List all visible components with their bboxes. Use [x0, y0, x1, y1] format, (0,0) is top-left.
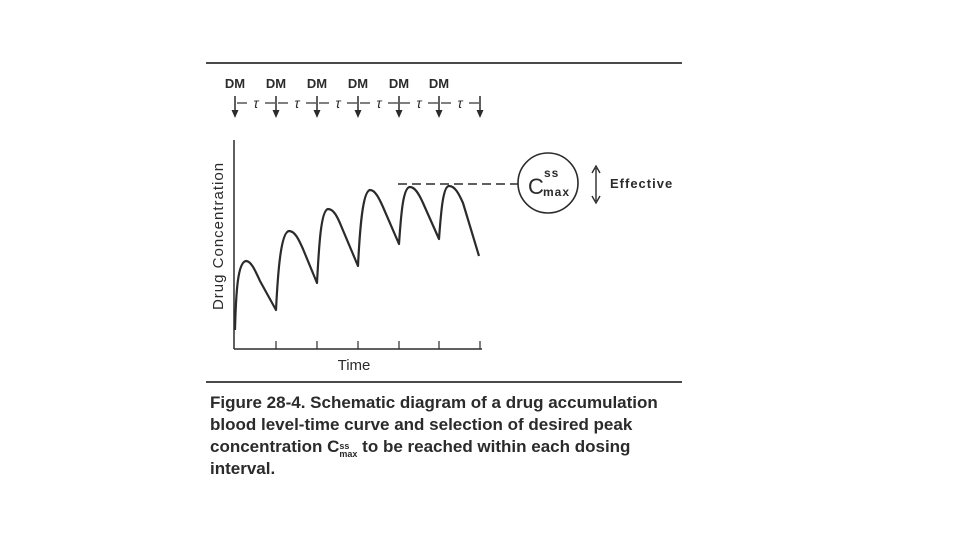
cmax-symbol: C	[528, 174, 544, 199]
tau-symbol: τ	[457, 95, 463, 111]
tau-symbol: τ	[376, 95, 382, 111]
caption-symbol-sub: max	[339, 449, 358, 459]
cmax-circle	[517, 152, 579, 214]
y-axis-label: Drug Concentration	[210, 162, 227, 310]
dose-arrowhead	[354, 110, 362, 118]
caption-symbol-scripts: ss max	[339, 441, 358, 459]
cmax-subscript: max	[543, 185, 570, 199]
dose-arrowhead	[435, 110, 443, 118]
dose-label: DM	[389, 76, 409, 91]
tau-symbol: τ	[253, 95, 259, 111]
concentration-curve	[233, 184, 481, 331]
cmax-superscript: ss	[544, 166, 559, 180]
tau-symbol: τ	[416, 95, 422, 111]
caption-symbol: C	[327, 437, 340, 456]
effective-label: Effective	[610, 176, 673, 191]
caption-number: Figure 28-4.	[210, 393, 306, 412]
figure-caption: Figure 28-4. Schematic diagram of a drug…	[210, 392, 685, 480]
accumulation-diagram: DM DM DM DM DM DM τ τ τ τ τ τ Drug Concentration Ti…	[210, 76, 673, 374]
caption-symbol-sup: ss	[339, 441, 350, 451]
dose-label: DM	[429, 76, 449, 91]
dose-arrowhead	[395, 110, 403, 118]
dose-label: DM	[307, 76, 327, 91]
tau-symbol: τ	[335, 95, 341, 111]
dose-arrowhead	[231, 110, 239, 118]
top-rule	[206, 62, 682, 64]
dose-markers: DM DM DM DM DM DM τ τ τ τ τ τ	[225, 76, 484, 118]
caption-text-before: Schematic diagram of a drug accumulation…	[210, 393, 658, 456]
end-arrowhead	[476, 110, 484, 118]
dose-arrowhead	[313, 110, 321, 118]
effective-range-arrow	[591, 164, 601, 205]
x-axis-label: Time	[338, 357, 371, 374]
dose-arrowhead	[272, 110, 280, 118]
dose-label: DM	[348, 76, 368, 91]
x-axis-ticks	[275, 341, 481, 349]
dose-label: DM	[266, 76, 286, 91]
dose-label: DM	[225, 76, 245, 91]
bottom-rule	[206, 381, 682, 383]
caption-text-after: to be reached within each dosing interva…	[210, 437, 631, 478]
tau-symbol: τ	[294, 95, 300, 111]
